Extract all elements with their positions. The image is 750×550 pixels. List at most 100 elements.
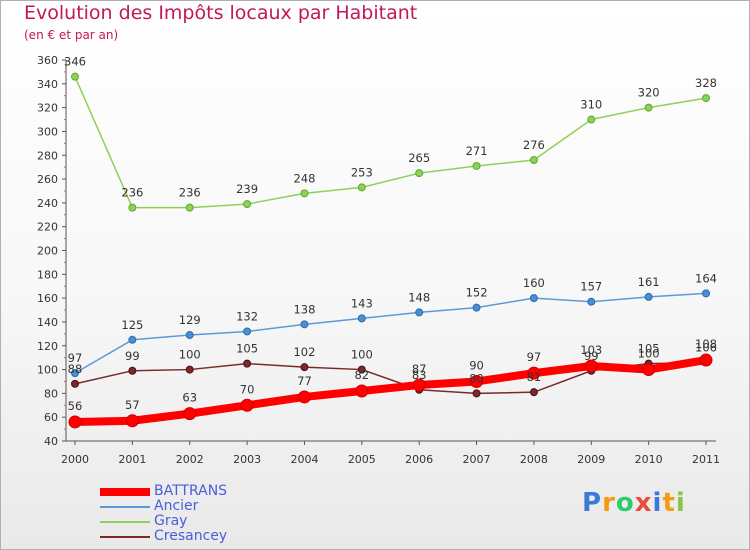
legend-swatch-gray xyxy=(100,521,150,523)
data-point-ancier xyxy=(587,297,596,306)
data-point-ancier xyxy=(644,292,653,301)
logo-letter: o xyxy=(615,488,635,518)
legend-item-battrans[interactable]: BATTRANS xyxy=(100,483,300,500)
data-point-battrans xyxy=(125,414,139,428)
y-tick-label: 280 xyxy=(37,149,58,162)
data-point-battrans xyxy=(584,359,598,373)
data-label-ancier: 143 xyxy=(351,296,373,310)
data-point-gray xyxy=(357,183,366,192)
data-label-gray: 328 xyxy=(695,76,717,90)
series-line-gray xyxy=(74,76,707,209)
series-line-ancier xyxy=(74,292,707,374)
y-tick-label: 140 xyxy=(37,316,58,329)
data-label-cresancey: 105 xyxy=(236,342,258,356)
chart-subtitle: (en € et par an) xyxy=(24,28,119,42)
x-tick-label: 2002 xyxy=(176,453,204,466)
y-tick-label: 260 xyxy=(37,173,58,186)
data-point-ancier xyxy=(702,289,710,298)
data-point-battrans xyxy=(355,384,369,398)
data-point-gray xyxy=(185,203,194,212)
logo-letter: r xyxy=(602,488,616,518)
legend-label-ancier: Ancier xyxy=(154,498,199,514)
legend-label-battrans: BATTRANS xyxy=(154,483,228,499)
y-tick-label: 80 xyxy=(44,387,58,400)
data-label-cresancey: 106 xyxy=(695,340,717,354)
data-point-gray xyxy=(128,203,137,212)
x-tick-label: 2006 xyxy=(405,453,433,466)
x-tick-label: 2010 xyxy=(635,453,663,466)
y-tick-label: 160 xyxy=(37,292,58,305)
x-tick-label: 2008 xyxy=(520,453,548,466)
x-tick-label: 2004 xyxy=(290,453,318,466)
data-label-gray: 239 xyxy=(236,182,258,196)
data-label-ancier: 148 xyxy=(408,290,430,304)
data-point-cresancey xyxy=(128,366,137,375)
data-label-cresancey: 88 xyxy=(68,362,83,376)
data-label-ancier: 97 xyxy=(68,351,83,365)
data-label-battrans: 70 xyxy=(240,382,255,396)
data-point-gray xyxy=(71,72,79,81)
logo-letter: P xyxy=(582,488,603,518)
y-tick-label: 320 xyxy=(37,102,58,115)
data-point-ancier xyxy=(472,303,481,312)
data-point-cresancey xyxy=(71,379,79,388)
data-point-gray xyxy=(300,189,309,198)
logo-letter: i xyxy=(652,488,663,518)
data-label-battrans: 82 xyxy=(354,368,369,382)
legend-label-cresancey: Cresancey xyxy=(154,528,228,544)
y-tick-label: 120 xyxy=(37,340,58,353)
logo-letter: i xyxy=(675,488,686,518)
data-label-gray: 320 xyxy=(638,86,660,100)
y-tick-label: 100 xyxy=(37,364,58,377)
data-point-battrans xyxy=(68,415,82,429)
y-tick-label: 40 xyxy=(44,435,58,448)
x-tick-label: 2009 xyxy=(577,453,605,466)
chart-title: Evolution des Impôts locaux par Habitant xyxy=(24,2,418,24)
data-label-cresancey: 99 xyxy=(584,349,599,363)
data-point-ancier xyxy=(300,320,309,329)
data-label-battrans: 57 xyxy=(125,398,140,412)
legend-item-gray[interactable]: Gray xyxy=(100,513,300,530)
data-point-cresancey xyxy=(243,359,252,368)
data-point-ancier xyxy=(243,327,252,336)
data-point-gray xyxy=(644,103,653,112)
data-label-ancier: 132 xyxy=(236,309,258,323)
logo-letter: t xyxy=(662,488,676,518)
data-label-ancier: 160 xyxy=(523,276,545,290)
data-label-ancier: 152 xyxy=(466,286,488,300)
data-label-ancier: 157 xyxy=(580,280,602,294)
x-tick-label: 2007 xyxy=(463,453,491,466)
data-label-cresancey: 99 xyxy=(125,349,140,363)
y-tick-label: 60 xyxy=(44,411,58,424)
data-point-battrans xyxy=(642,363,656,377)
data-point-cresancey xyxy=(357,365,366,374)
data-point-ancier xyxy=(128,335,137,344)
x-tick-label: 2003 xyxy=(233,453,261,466)
data-label-battrans: 97 xyxy=(527,350,542,364)
data-label-gray: 265 xyxy=(408,151,430,165)
data-label-battrans: 63 xyxy=(182,391,197,405)
y-tick-label: 180 xyxy=(37,268,58,281)
data-point-battrans xyxy=(412,378,426,392)
data-label-cresancey: 81 xyxy=(527,370,542,384)
data-point-ancier xyxy=(71,369,79,378)
data-label-battrans: 90 xyxy=(469,358,484,372)
x-tick-label: 2000 xyxy=(61,453,89,466)
data-label-gray: 271 xyxy=(466,144,488,158)
data-point-ancier xyxy=(529,294,538,303)
data-point-cresancey xyxy=(472,389,481,398)
data-point-ancier xyxy=(415,308,424,317)
data-label-ancier: 129 xyxy=(179,313,201,327)
legend-item-cresancey[interactable]: Cresancey xyxy=(100,528,300,545)
proxiti-logo: Proxiti xyxy=(582,488,686,518)
legend-item-ancier[interactable]: Ancier xyxy=(100,498,300,515)
data-label-ancier: 161 xyxy=(638,275,660,289)
data-point-battrans xyxy=(297,390,311,404)
legend-swatch-battrans xyxy=(100,488,150,496)
data-label-battrans: 77 xyxy=(297,374,312,388)
legend-swatch-ancier xyxy=(100,506,150,508)
data-label-cresancey: 105 xyxy=(638,342,660,356)
data-label-cresancey: 100 xyxy=(179,348,201,362)
